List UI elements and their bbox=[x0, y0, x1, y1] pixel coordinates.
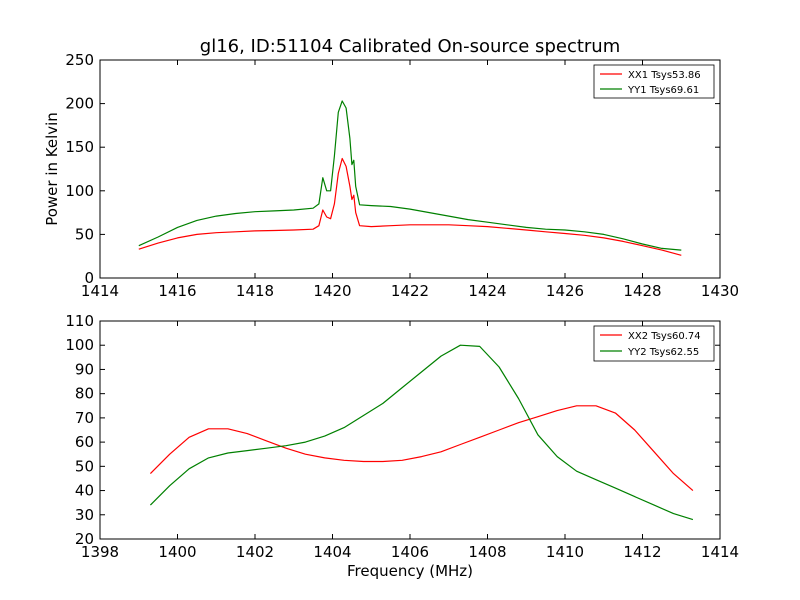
top-series-line-1 bbox=[138, 157, 682, 256]
bottom-x-tick-label: 1412 bbox=[623, 543, 661, 561]
bottom-x-tick-label: 1406 bbox=[391, 543, 429, 561]
top-x-tick-label: 1418 bbox=[236, 282, 274, 300]
top-y-tick-label: 150 bbox=[65, 138, 94, 156]
bottom-x-tick-label: 1408 bbox=[468, 543, 506, 561]
bottom-x-tick-label: 1400 bbox=[158, 543, 196, 561]
bottom-y-tick-label: 90 bbox=[75, 360, 94, 378]
top-subplot: gl16, ID:51104 Calibrated On-source spec… bbox=[43, 36, 739, 300]
bottom-y-tick-label: 30 bbox=[75, 506, 94, 524]
legend-label-xx1: XX1 Tsys53.86 bbox=[628, 70, 701, 81]
bottom-y-tick-label: 70 bbox=[75, 409, 94, 427]
bottom-ticks-layer: 1398 1400 1402 1404 1406 1408 1410 1412 1414 20 30… bbox=[65, 312, 739, 561]
bottom-x-tick-label: 1402 bbox=[236, 543, 274, 561]
top-series-layer bbox=[138, 100, 682, 256]
chart-title: gl16, ID:51104 Calibrated On-source spec… bbox=[200, 36, 620, 57]
bottom-y-tick-label: 50 bbox=[75, 457, 94, 475]
top-x-tick-label: 1420 bbox=[313, 282, 351, 300]
bottom-x-tick-label: 1398 bbox=[81, 543, 119, 561]
bottom-x-tick-label: 1414 bbox=[701, 543, 739, 561]
bottom-y-tick-label: 60 bbox=[75, 433, 94, 451]
top-x-tick-label: 1424 bbox=[468, 282, 506, 300]
top-series-line-2 bbox=[138, 100, 682, 251]
top-x-tick-label: 1426 bbox=[546, 282, 584, 300]
top-y-tick-label: 250 bbox=[65, 51, 94, 69]
bottom-legend: XX2 Tsys60.74 YY2 Tsys62.55 bbox=[593, 325, 715, 362]
x-axis-label: Frequency (MHz) bbox=[347, 562, 473, 580]
y-axis-label: Power in Kelvin bbox=[43, 112, 61, 226]
top-y-tick-label: 200 bbox=[65, 95, 94, 113]
bottom-y-tick-label: 40 bbox=[75, 482, 94, 500]
bottom-x-tick-label: 1410 bbox=[546, 543, 584, 561]
bottom-y-tick-label: 20 bbox=[75, 530, 94, 548]
top-x-tick-label: 1430 bbox=[701, 282, 739, 300]
top-x-tick-label: 1414 bbox=[81, 282, 119, 300]
bottom-subplot: Frequency (MHz) 1398 1400 1402 1404 1406 1408… bbox=[65, 312, 739, 580]
top-x-tick-label: 1416 bbox=[158, 282, 196, 300]
top-ticks-layer: 1414 1416 1418 1420 1422 1424 1426 1428 1430 0 50 1… bbox=[65, 51, 739, 300]
top-y-tick-label: 0 bbox=[84, 269, 94, 287]
top-legend-box bbox=[593, 64, 715, 99]
bottom-y-tick-label: 110 bbox=[65, 312, 94, 330]
bottom-legend-box bbox=[593, 325, 715, 362]
bottom-series-line-2 bbox=[149, 344, 694, 521]
bottom-x-tick-label: 1404 bbox=[313, 543, 351, 561]
top-y-tick-label: 50 bbox=[75, 225, 94, 243]
legend-label-yy2: YY2 Tsys62.55 bbox=[627, 347, 699, 358]
bottom-y-tick-label: 100 bbox=[65, 336, 94, 354]
legend-label-xx2: XX2 Tsys60.74 bbox=[628, 331, 701, 342]
bottom-series-line-1 bbox=[149, 405, 694, 492]
bottom-series-layer bbox=[149, 344, 694, 521]
bottom-y-tick-label: 80 bbox=[75, 385, 94, 403]
top-legend: XX1 Tsys53.86 YY1 Tsys69.61 bbox=[593, 64, 715, 99]
top-x-tick-label: 1422 bbox=[391, 282, 429, 300]
top-x-tick-label: 1428 bbox=[623, 282, 661, 300]
top-y-tick-label: 100 bbox=[65, 182, 94, 200]
legend-label-yy1: YY1 Tsys69.61 bbox=[627, 85, 699, 96]
